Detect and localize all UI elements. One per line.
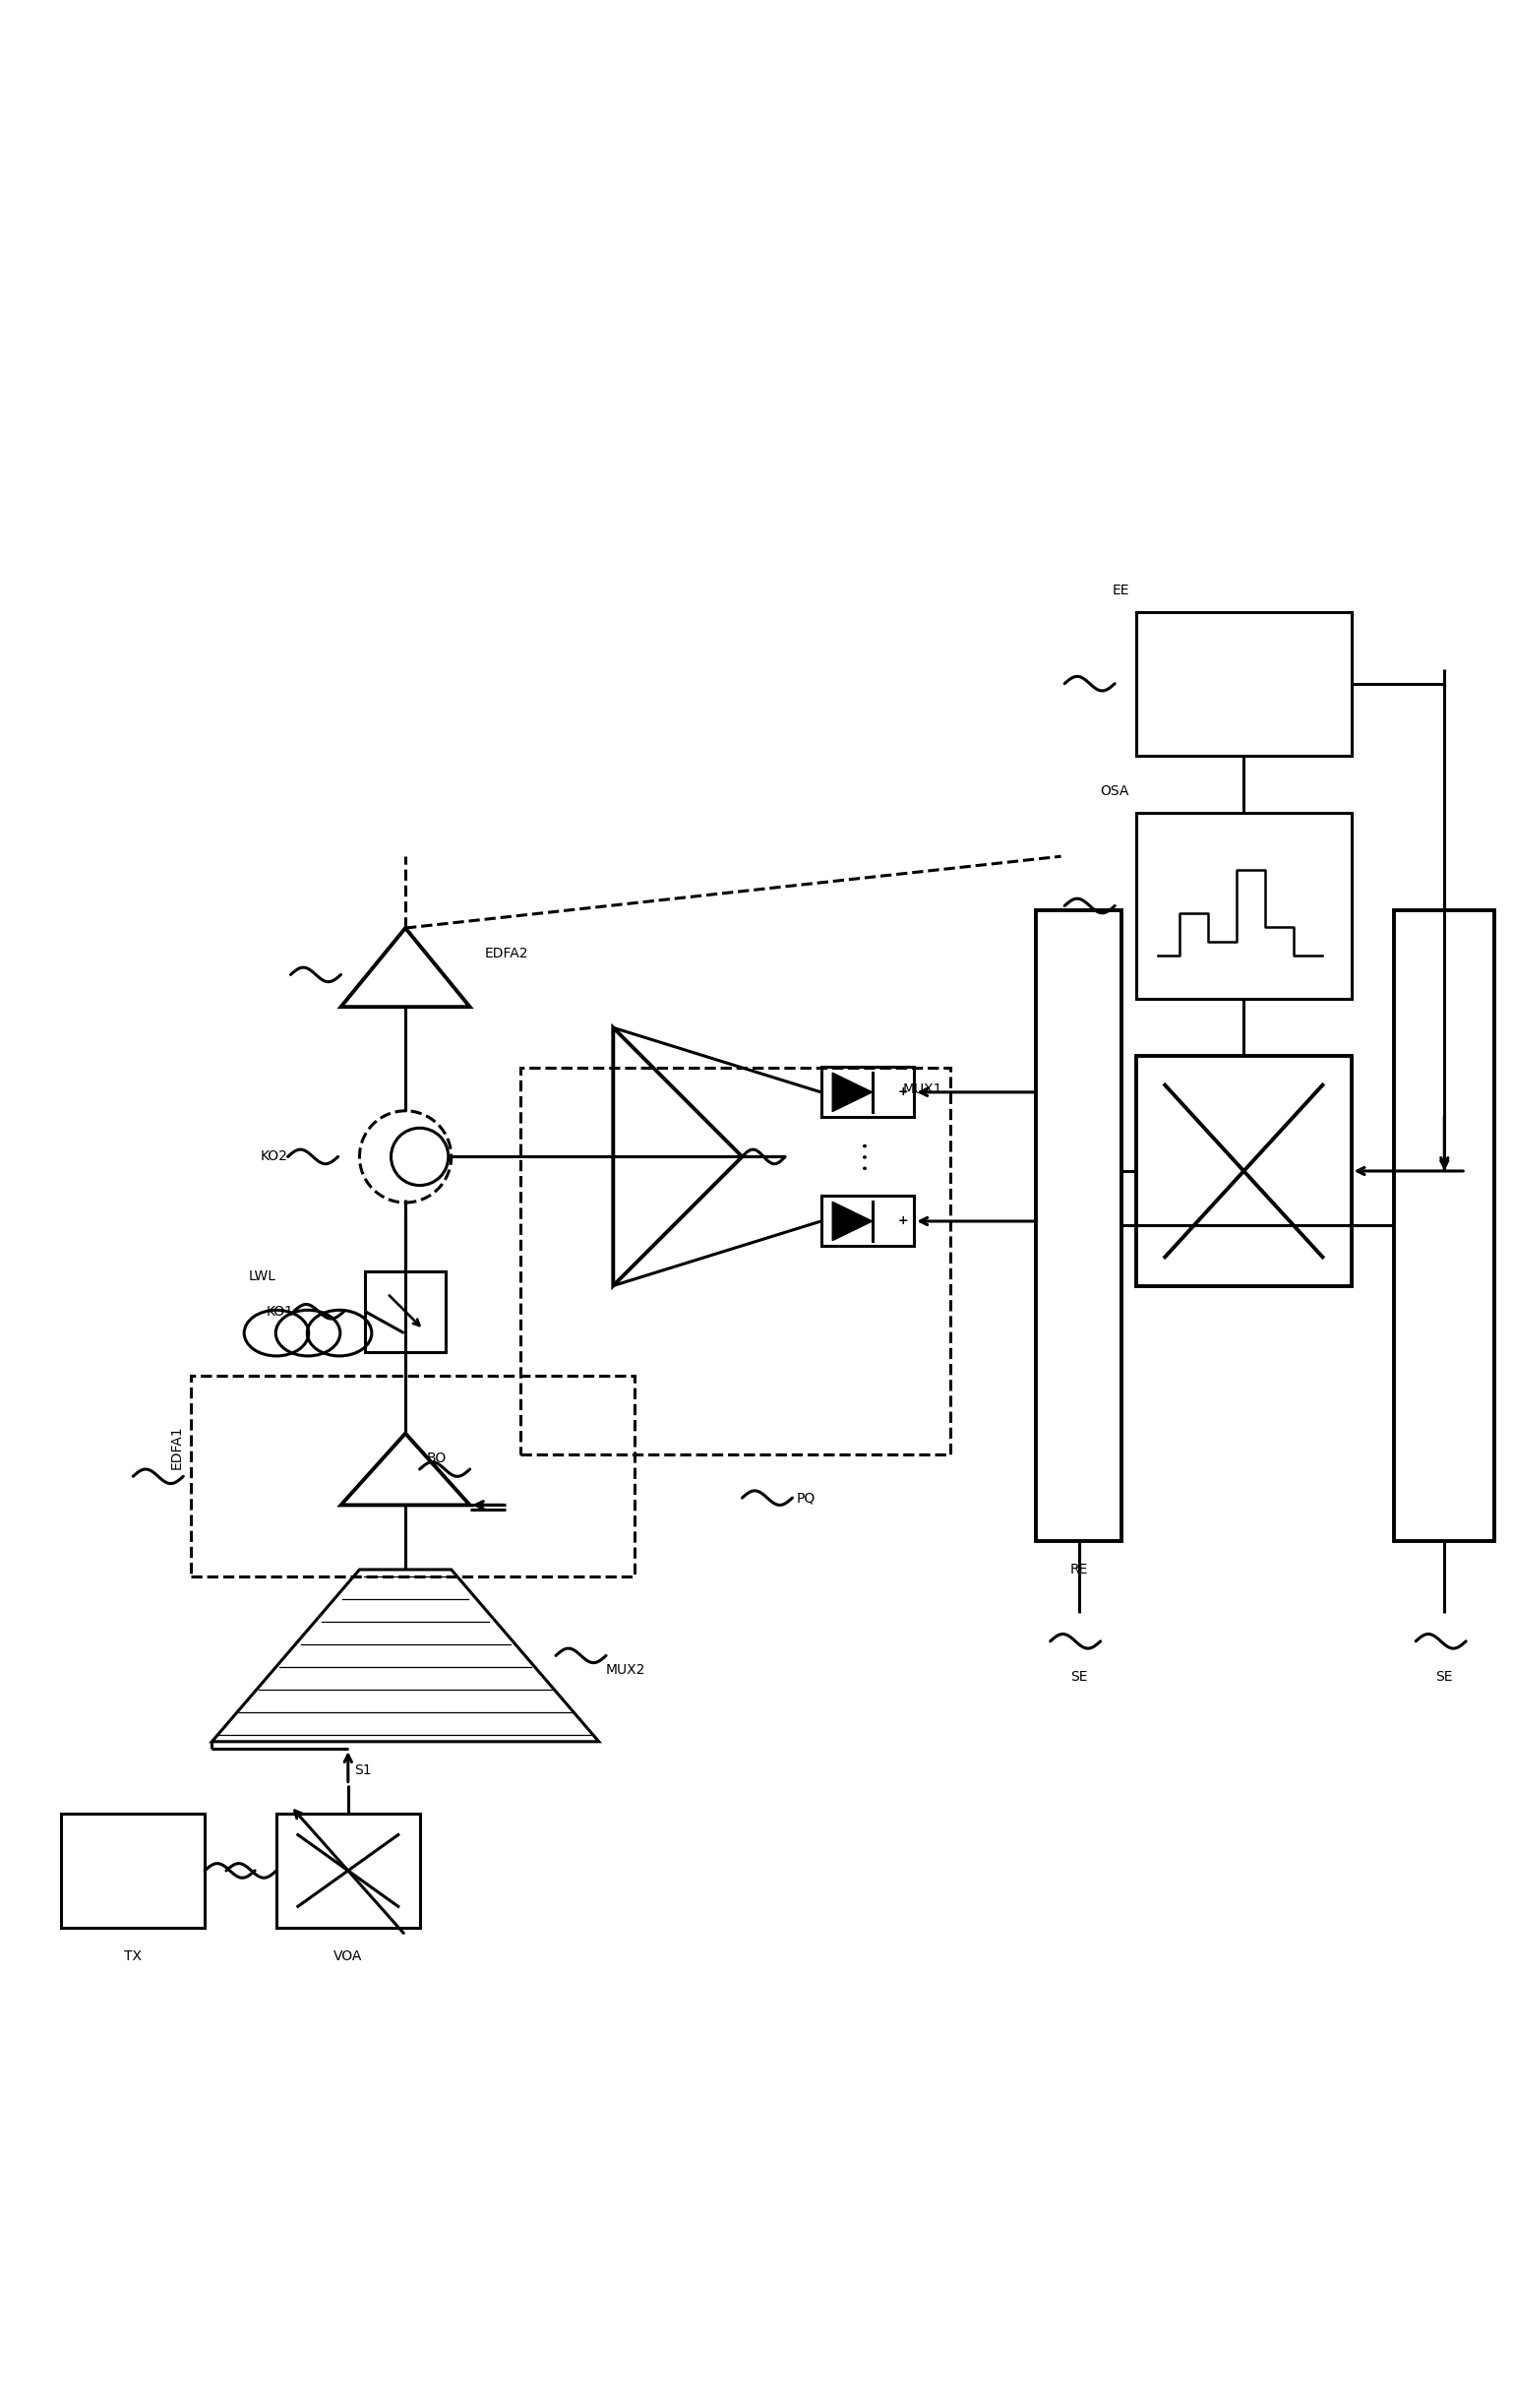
Text: PQ: PQ xyxy=(797,1491,816,1505)
Bar xyxy=(1395,910,1495,1541)
Bar xyxy=(822,1067,914,1117)
Text: KO1: KO1 xyxy=(266,1305,294,1320)
Text: MUX1: MUX1 xyxy=(903,1081,943,1096)
Text: MUX2: MUX2 xyxy=(607,1664,646,1676)
Text: S1: S1 xyxy=(354,1763,371,1777)
Polygon shape xyxy=(832,1202,871,1240)
Text: EE: EE xyxy=(1112,583,1129,597)
Bar xyxy=(365,1271,445,1351)
Text: SE: SE xyxy=(1436,1669,1452,1683)
Bar xyxy=(62,1813,204,1929)
Bar xyxy=(277,1813,419,1929)
Bar xyxy=(1136,612,1351,756)
Text: +: + xyxy=(897,1086,908,1098)
Text: RE: RE xyxy=(1070,1563,1088,1577)
Text: VOA: VOA xyxy=(333,1950,363,1963)
Text: +: + xyxy=(897,1214,908,1228)
Text: OSA: OSA xyxy=(1100,785,1129,799)
Bar xyxy=(191,1375,634,1577)
Text: KO2: KO2 xyxy=(260,1149,287,1163)
Bar xyxy=(1136,1057,1351,1286)
Polygon shape xyxy=(832,1074,871,1112)
Text: LWL: LWL xyxy=(248,1269,275,1283)
Bar xyxy=(822,1197,914,1247)
Bar xyxy=(1136,811,1351,999)
Text: • • •: • • • xyxy=(861,1141,875,1173)
Text: SE: SE xyxy=(1070,1669,1088,1683)
Text: TX: TX xyxy=(124,1950,142,1963)
Text: EDFA2: EDFA2 xyxy=(484,946,528,961)
Text: BO: BO xyxy=(427,1452,446,1464)
Bar xyxy=(520,1067,950,1454)
Text: EDFA1: EDFA1 xyxy=(169,1426,183,1469)
Bar xyxy=(1036,910,1123,1541)
